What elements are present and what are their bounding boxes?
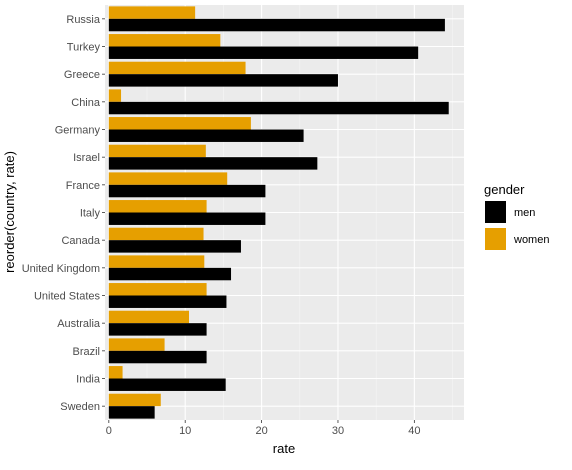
legend-label-men: men bbox=[514, 207, 535, 219]
bar-women bbox=[108, 117, 251, 130]
bar-men bbox=[108, 378, 226, 391]
y-tick-label: Turkey bbox=[67, 42, 101, 54]
bar-women bbox=[108, 393, 161, 407]
y-tick-label: United Kingdom bbox=[22, 263, 100, 275]
bar-women bbox=[108, 310, 190, 324]
bars bbox=[108, 6, 449, 419]
x-tick-label: 40 bbox=[408, 425, 420, 437]
bar-men bbox=[108, 18, 445, 32]
y-tick-label: Greece bbox=[64, 69, 100, 81]
bar-women bbox=[108, 283, 207, 296]
bar-men bbox=[108, 267, 232, 281]
x-tick-label: 30 bbox=[332, 425, 344, 437]
bar-men bbox=[108, 129, 304, 142]
bar-men bbox=[108, 184, 266, 198]
bar-men bbox=[108, 350, 207, 364]
y-tick-label: France bbox=[66, 180, 100, 192]
y-tick-label: Germany bbox=[55, 125, 101, 137]
x-tick-label: 10 bbox=[179, 425, 191, 437]
bar-men bbox=[108, 240, 241, 253]
bar-women bbox=[108, 172, 228, 185]
legend-key-men bbox=[485, 201, 506, 223]
bar-women bbox=[108, 89, 122, 102]
bar-men bbox=[108, 212, 266, 225]
bar-men bbox=[108, 46, 419, 59]
x-tick-label: 20 bbox=[255, 425, 267, 437]
legend-title: gender bbox=[484, 182, 525, 197]
bar-women bbox=[108, 255, 205, 268]
legend-key-women bbox=[485, 228, 506, 250]
y-tick-label: Italy bbox=[80, 208, 101, 220]
legend-label-women: women bbox=[513, 234, 549, 246]
legend: gender men women bbox=[484, 182, 549, 250]
bar-women bbox=[108, 34, 221, 47]
x-tick-label: 0 bbox=[106, 425, 112, 437]
bar-men bbox=[108, 101, 449, 115]
bar-men bbox=[108, 74, 338, 87]
bar-men bbox=[108, 295, 227, 308]
y-axis-title: reorder(country, rate) bbox=[2, 151, 17, 273]
bar-women bbox=[108, 366, 123, 379]
x-axis: 0 10 20 30 40 bbox=[106, 420, 420, 437]
bar-men bbox=[108, 323, 207, 336]
bar-women bbox=[108, 200, 207, 213]
bar-men bbox=[108, 406, 155, 419]
y-tick-label: Brazil bbox=[72, 346, 100, 358]
y-tick-label: Russia bbox=[66, 14, 101, 26]
y-axis: Russia Turkey Greece China Germany Israel Fran… bbox=[22, 14, 105, 413]
y-tick-label: Sweden bbox=[60, 401, 100, 413]
y-tick-label: Australia bbox=[57, 318, 101, 330]
bar-women bbox=[108, 61, 246, 75]
y-tick-label: United States bbox=[34, 291, 101, 303]
y-tick-label: India bbox=[76, 374, 101, 386]
bar-women bbox=[108, 227, 204, 241]
bar-men bbox=[108, 157, 318, 170]
y-tick-label: Israel bbox=[73, 152, 100, 164]
bar-women bbox=[108, 6, 196, 19]
y-tick-label: China bbox=[71, 97, 101, 109]
y-tick-label: Canada bbox=[61, 235, 100, 247]
bar-women bbox=[108, 338, 165, 351]
bar-women bbox=[108, 144, 206, 158]
x-axis-title: rate bbox=[273, 441, 295, 456]
